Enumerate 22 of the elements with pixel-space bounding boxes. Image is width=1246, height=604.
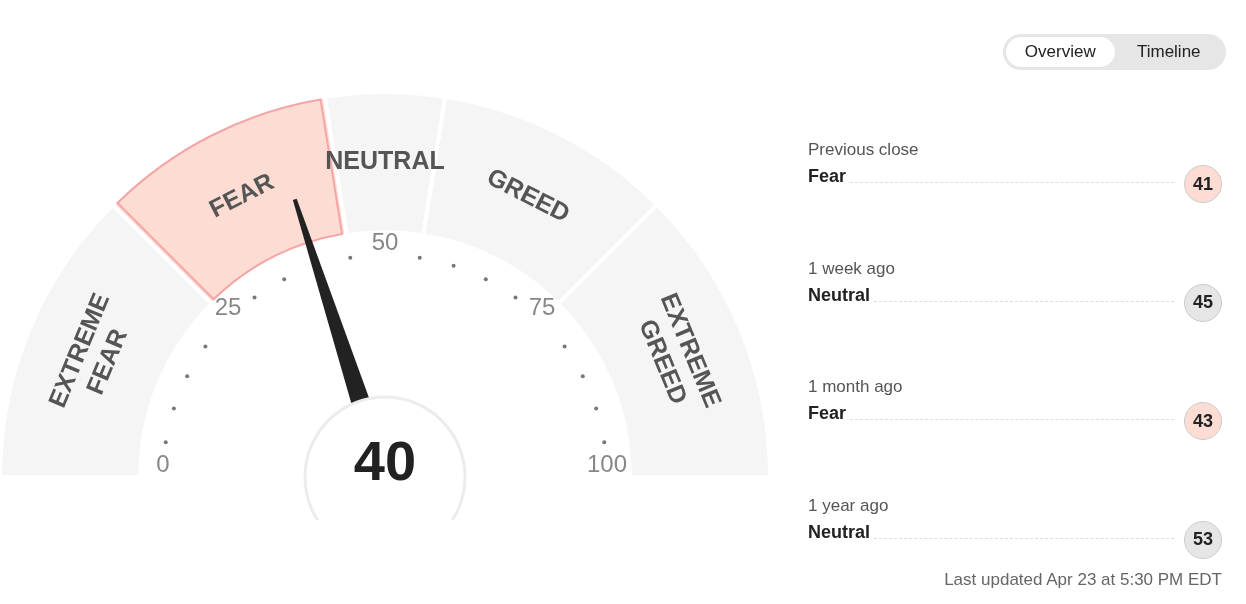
data-label: 45	[1184, 283, 1222, 322]
text: 25	[214, 292, 242, 320]
category-label: 1 year ago	[808, 495, 890, 516]
data-label: 41	[1184, 165, 1222, 203]
data-label: 43	[1184, 402, 1222, 440]
text: Fear	[808, 166, 847, 186]
text: 0	[156, 449, 170, 477]
text: Neutral	[808, 284, 871, 305]
category-label: 1 month ago	[808, 377, 904, 397]
text: 100	[586, 449, 628, 477]
category-label: Previous close	[808, 140, 920, 160]
text: 50	[371, 227, 399, 255]
text: Overview	[1006, 37, 1115, 67]
text: Neutral	[808, 521, 871, 542]
category-label: 1 week ago	[808, 258, 896, 279]
text: Fear	[808, 403, 847, 423]
text: 75	[528, 292, 556, 320]
slice-label: NEUTRAL	[325, 145, 445, 174]
text: 40	[353, 429, 417, 493]
data-label: 53	[1184, 520, 1222, 559]
text: Timeline	[1135, 41, 1202, 63]
text: Last updated Apr 23 at 5:30 PM EDT	[944, 570, 1222, 590]
